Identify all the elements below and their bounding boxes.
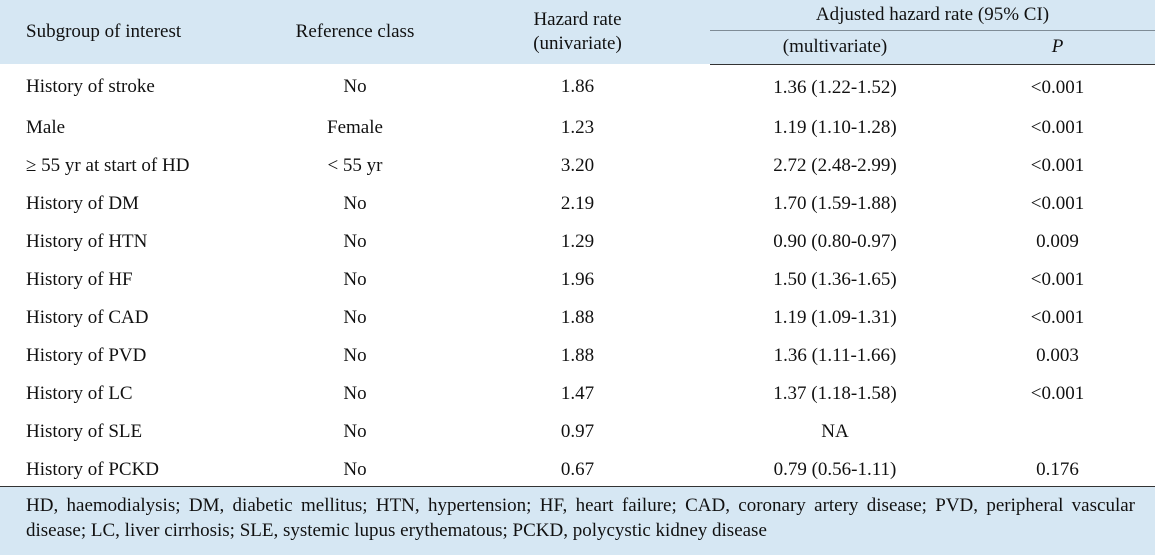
- header-adjusted: Adjusted hazard rate (95% CI): [710, 0, 1155, 31]
- cell-reference: No: [343, 76, 367, 98]
- table-row: History of PCKD No 0.67 0.79 (0.56-1.11)…: [0, 451, 1155, 489]
- cell-reference: No: [343, 458, 367, 480]
- cell-adjusted: 1.36 (1.11-1.66): [773, 344, 897, 366]
- cell-subgroup: History of HF: [26, 268, 133, 290]
- header-multivariate: (multivariate): [710, 30, 960, 65]
- cell-adjusted: 1.19 (1.09-1.31): [773, 306, 897, 328]
- table-row: History of stroke No 1.86 1.36 (1.22-1.5…: [0, 64, 1155, 109]
- cell-subgroup: ≥ 55 yr at start of HD: [26, 154, 190, 176]
- cell-p: <0.001: [1030, 382, 1085, 404]
- header-hazard: Hazard rate (univariate): [445, 0, 710, 64]
- table-row: History of DM No 2.19 1.70 (1.59-1.88) <…: [0, 185, 1155, 223]
- cell-reference: No: [343, 230, 367, 252]
- cell-subgroup: History of DM: [26, 192, 139, 214]
- cell-p: 0.003: [1036, 344, 1079, 366]
- cell-subgroup: History of LC: [26, 382, 133, 404]
- cell-adjusted: 0.90 (0.80-0.97): [773, 230, 897, 252]
- cell-hazard: 3.20: [560, 154, 595, 176]
- cell-reference: No: [343, 420, 367, 442]
- table-row: History of SLE No 0.97 NA: [0, 413, 1155, 451]
- table-header: Subgroup of interest Reference class Haz…: [0, 0, 1155, 65]
- cell-hazard: 1.29: [560, 230, 595, 252]
- header-p: P: [960, 30, 1155, 65]
- cell-adjusted: 1.36 (1.22-1.52): [773, 76, 897, 98]
- cell-adjusted: 2.72 (2.48-2.99): [773, 154, 897, 176]
- cell-reference: No: [343, 306, 367, 328]
- table-row: History of HTN No 1.29 0.90 (0.80-0.97) …: [0, 223, 1155, 261]
- table-row: History of PVD No 1.88 1.36 (1.11-1.66) …: [0, 337, 1155, 375]
- cell-subgroup: History of SLE: [26, 420, 143, 442]
- table-row: History of LC No 1.47 1.37 (1.18-1.58) <…: [0, 375, 1155, 413]
- cell-hazard: 1.86: [560, 76, 595, 98]
- table-footnote: HD, haemodialysis; DM, diabetic mellitus…: [0, 486, 1155, 555]
- cell-hazard: 0.67: [560, 458, 595, 480]
- cell-adjusted: NA: [821, 420, 849, 442]
- cell-subgroup: History of CAD: [26, 306, 149, 328]
- cell-adjusted: 1.19 (1.10-1.28): [773, 116, 897, 138]
- header-hazard-line2: (univariate): [533, 33, 622, 54]
- table-row: ≥ 55 yr at start of HD < 55 yr 3.20 2.72…: [0, 147, 1155, 185]
- table-body: History of stroke No 1.86 1.36 (1.22-1.5…: [0, 64, 1155, 489]
- cell-hazard: 1.96: [560, 268, 595, 290]
- cell-subgroup: Male: [26, 116, 66, 138]
- cell-hazard: 2.19: [560, 192, 595, 214]
- cell-adjusted: 1.50 (1.36-1.65): [773, 268, 897, 290]
- cell-hazard: 1.88: [560, 306, 595, 328]
- hazard-table: Subgroup of interest Reference class Haz…: [0, 0, 1155, 489]
- table-row: History of CAD No 1.88 1.19 (1.09-1.31) …: [0, 299, 1155, 337]
- table-row: History of HF No 1.96 1.50 (1.36-1.65) <…: [0, 261, 1155, 299]
- cell-hazard: 1.47: [560, 382, 595, 404]
- cell-reference: Female: [327, 116, 383, 138]
- table-row: Male Female 1.23 1.19 (1.10-1.28) <0.001: [0, 109, 1155, 147]
- cell-p: <0.001: [1030, 192, 1085, 214]
- cell-p: 0.176: [1036, 458, 1079, 480]
- cell-adjusted: 1.70 (1.59-1.88): [773, 192, 897, 214]
- cell-p: [960, 413, 1155, 451]
- cell-hazard: 1.23: [560, 116, 595, 138]
- cell-hazard: 0.97: [560, 420, 595, 442]
- cell-reference: No: [343, 268, 367, 290]
- cell-subgroup: History of HTN: [26, 230, 148, 252]
- cell-p: <0.001: [1030, 306, 1085, 328]
- cell-adjusted: 0.79 (0.56-1.11): [773, 458, 897, 480]
- cell-adjusted: 1.37 (1.18-1.58): [773, 382, 897, 404]
- header-subgroup: Subgroup of interest: [0, 0, 265, 64]
- cell-reference: < 55 yr: [327, 154, 383, 176]
- header-hazard-line1: Hazard rate: [533, 9, 622, 30]
- cell-reference: No: [343, 382, 367, 404]
- header-reference: Reference class: [265, 0, 445, 64]
- cell-subgroup: History of PVD: [26, 344, 147, 366]
- cell-p: 0.009: [1036, 230, 1079, 252]
- cell-reference: No: [343, 344, 367, 366]
- cell-p: <0.001: [1030, 268, 1085, 290]
- cell-reference: No: [343, 192, 367, 214]
- cell-subgroup: History of stroke: [26, 76, 155, 98]
- cell-subgroup: History of PCKD: [26, 458, 160, 480]
- cell-p: <0.001: [1030, 76, 1085, 98]
- cell-p: <0.001: [1030, 154, 1085, 176]
- cell-hazard: 1.88: [560, 344, 595, 366]
- cell-p: <0.001: [1030, 116, 1085, 138]
